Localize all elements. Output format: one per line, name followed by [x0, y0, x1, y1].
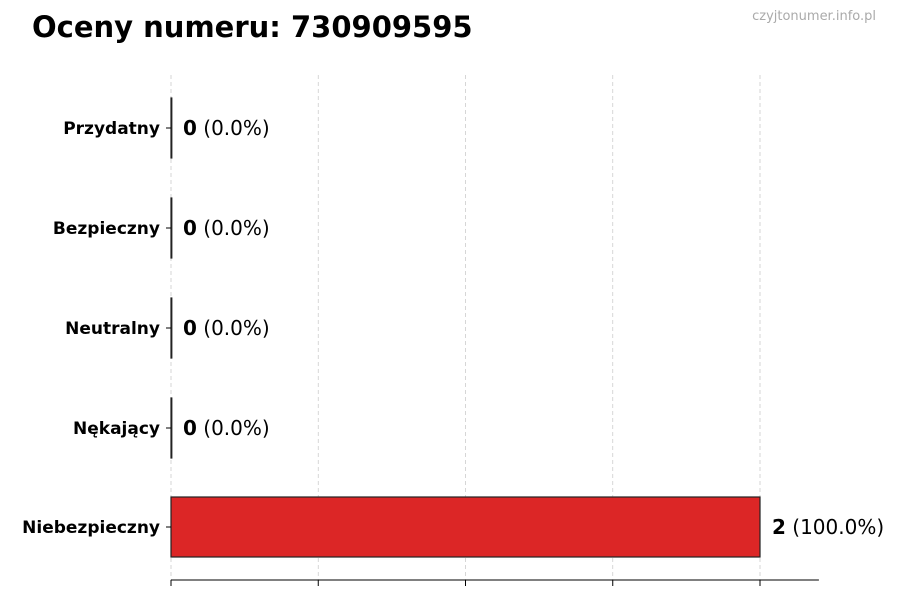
- value-label: 2 (100.0%): [772, 515, 884, 539]
- category-label: Niebezpieczny: [22, 518, 160, 538]
- value-percent: (100.0%): [786, 515, 884, 539]
- value-label: 0 (0.0%): [183, 116, 270, 140]
- value-count: 0: [183, 416, 197, 440]
- bar-niebezpieczny: [170, 496, 761, 558]
- bar-neutralny: [170, 297, 173, 359]
- category-label: Nękający: [73, 419, 160, 439]
- value-count: 0: [183, 316, 197, 340]
- bar-przydatny: [170, 97, 173, 159]
- value-percent: (0.0%): [197, 316, 270, 340]
- value-count: 0: [183, 116, 197, 140]
- value-percent: (0.0%): [197, 216, 270, 240]
- category-label: Przydatny: [63, 119, 160, 139]
- value-count: 2: [772, 515, 786, 539]
- value-percent: (0.0%): [197, 416, 270, 440]
- value-label: 0 (0.0%): [183, 416, 270, 440]
- watermark: czyjtonumer.info.pl: [752, 9, 876, 24]
- bar-nękający: [170, 397, 173, 459]
- value-percent: (0.0%): [197, 116, 270, 140]
- value-count: 0: [183, 216, 197, 240]
- value-label: 0 (0.0%): [183, 216, 270, 240]
- bar-bezpieczny: [170, 197, 173, 259]
- chart-title: Oceny numeru: 730909595: [32, 10, 473, 44]
- category-label: Neutralny: [65, 319, 160, 339]
- category-label: Bezpieczny: [53, 219, 160, 239]
- value-label: 0 (0.0%): [183, 316, 270, 340]
